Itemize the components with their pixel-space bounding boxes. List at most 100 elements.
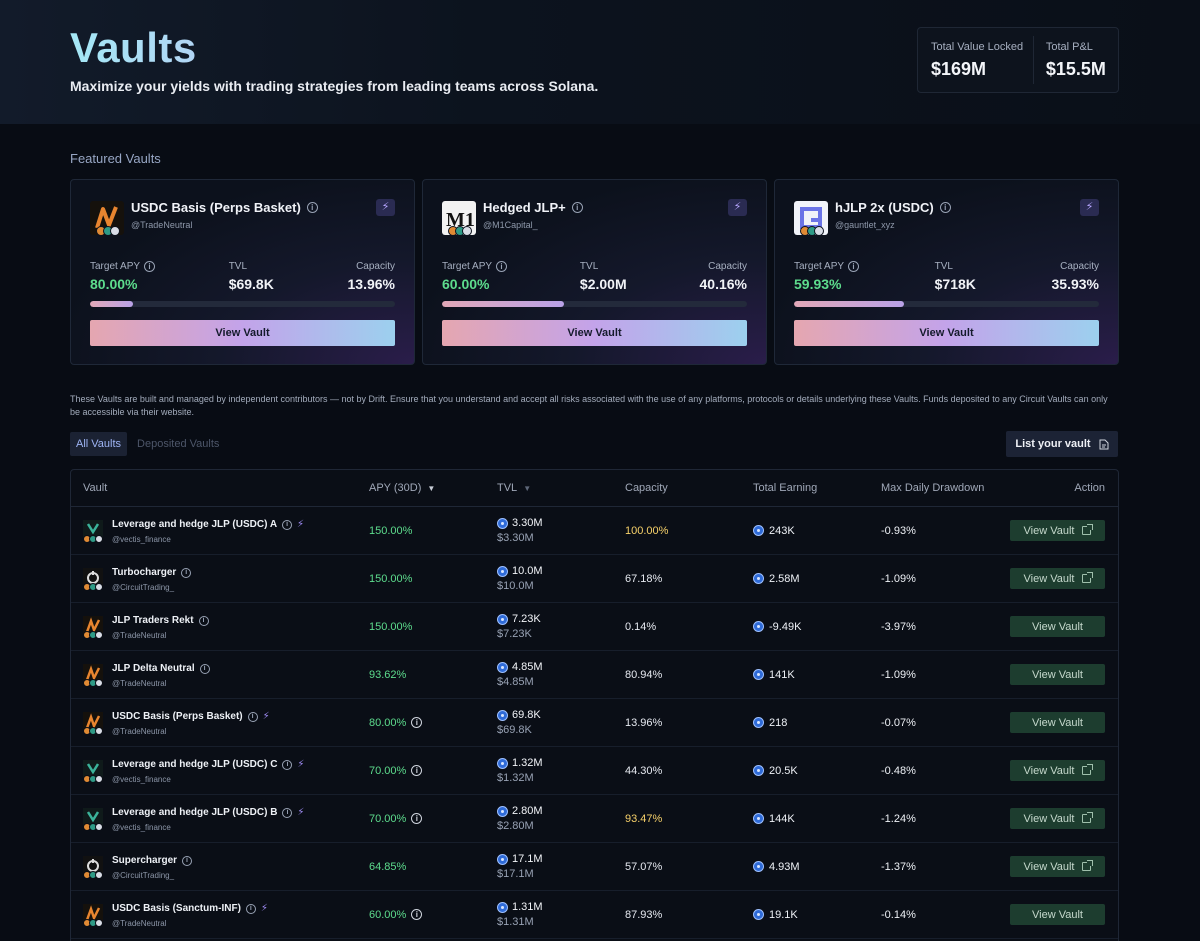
manager-avatars (83, 535, 103, 543)
tvl-usd: $7.23K (497, 628, 532, 640)
header-capacity: Capacity (625, 482, 668, 494)
view-vault-button[interactable]: View Vault (1010, 904, 1105, 925)
manager-avatars (83, 871, 103, 879)
vault-name[interactable]: Supercharger i (112, 855, 193, 866)
vault-handle[interactable]: @TradeNeutral (112, 631, 167, 640)
tvl-usd: $1.31M (497, 916, 534, 928)
tvl-usd: $4.85M (497, 676, 534, 688)
view-vault-button[interactable]: View Vault (1010, 616, 1105, 637)
table-row[interactable]: Turbocharger i @CircuitTrading_ 150.00% 10.0… (71, 555, 1118, 603)
bolt-icon: ⚡ (262, 711, 270, 722)
vault-handle[interactable]: @TradeNeutral (112, 919, 167, 928)
capacity-progress-bar (794, 301, 1099, 307)
info-icon[interactable]: i (306, 202, 318, 213)
vault-handle[interactable]: @vectis_finance (112, 823, 171, 832)
info-icon[interactable]: i (245, 903, 256, 914)
cell-capacity: 80.94% (625, 668, 663, 681)
view-vault-button[interactable]: View Vault (1010, 856, 1105, 877)
featured-card[interactable]: USDC Basis (Perps Basket) i @TradeNeutral… (70, 179, 415, 365)
cell-capacity: 87.93% (625, 908, 663, 921)
view-vault-button[interactable]: View Vault (1010, 520, 1105, 541)
tab-all-vaults[interactable]: All Vaults (70, 432, 128, 456)
card-vault-handle[interactable]: @gauntlet_xyz (835, 220, 895, 230)
table-row[interactable]: Supercharger i @CircuitTrading_ 64.85% 17.1M… (71, 843, 1118, 891)
vault-name[interactable]: USDC Basis (Perps Basket) i ⚡ (112, 711, 270, 722)
table-row[interactable]: USDC Basis (Sanctum-INF) i ⚡ @TradeNeutral 6… (71, 891, 1118, 939)
vault-handle[interactable]: @CircuitTrading_ (112, 583, 175, 592)
usdc-coin-icon (497, 805, 508, 817)
list-your-vault-button[interactable]: List your vault (1006, 431, 1118, 457)
info-icon[interactable]: i (247, 711, 258, 722)
vault-name[interactable]: JLP Delta Neutral i (112, 663, 210, 674)
info-icon[interactable]: i (496, 261, 508, 272)
featured-card[interactable]: hJLP 2x (USDC) i @gauntlet_xyz ⚡ Target A… (774, 179, 1119, 365)
vault-handle[interactable]: @TradeNeutral (112, 727, 167, 736)
view-vault-button[interactable]: View Vault (1010, 568, 1105, 589)
info-icon[interactable]: i (282, 519, 293, 530)
cell-apy: 64.85% (369, 860, 407, 873)
info-icon[interactable]: i (282, 759, 293, 770)
featured-card[interactable]: M1 Hedged JLP+ i @M1Capital_ ⚡ Target APY… (422, 179, 767, 365)
cell-earning: -9.49K (753, 621, 881, 633)
cell-action: View Vault (1009, 568, 1118, 589)
vault-handle[interactable]: @CircuitTrading_ (112, 871, 175, 880)
capacity-progress-bar (442, 301, 747, 307)
info-icon[interactable]: i (282, 807, 293, 818)
bolt-icon: ⚡ (297, 807, 305, 818)
info-icon[interactable]: i (181, 567, 192, 578)
cell-apy: 80.00% i (369, 717, 497, 729)
view-vault-button[interactable]: View Vault (1010, 712, 1105, 733)
vault-handle[interactable]: @vectis_finance (112, 535, 171, 544)
view-vault-button[interactable]: View Vault (1010, 760, 1105, 781)
vault-name[interactable]: JLP Traders Rekt i (112, 615, 209, 626)
cell-drawdown: -1.24% (881, 812, 916, 825)
cell-drawdown: -1.09% (881, 668, 916, 681)
header-tvl[interactable]: TVL ▼ (497, 482, 532, 494)
bolt-icon: ⚡ (297, 519, 305, 530)
stat-pnl: Total P&L $15.5M (1032, 36, 1118, 84)
cell-vault: JLP Delta Neutral i @TradeNeutral (71, 651, 369, 698)
info-icon[interactable]: i (411, 909, 423, 920)
vault-name[interactable]: Turbocharger i (112, 567, 192, 578)
usdc-coin-icon (753, 909, 764, 920)
table-row[interactable]: USDC Basis (Perps Basket) i ⚡ @TradeNeutral… (71, 699, 1118, 747)
view-vault-button[interactable]: View Vault (794, 320, 1099, 346)
tvl-usd: $10.0M (497, 580, 534, 592)
info-icon[interactable]: i (411, 813, 423, 824)
info-icon[interactable]: i (571, 202, 583, 213)
cell-apy: 70.00% i (369, 813, 497, 825)
info-icon[interactable]: i (939, 202, 951, 213)
cell-vault: Supercharger i @CircuitTrading_ (71, 843, 369, 890)
info-icon[interactable]: i (411, 765, 423, 776)
card-vault-handle[interactable]: @TradeNeutral (131, 220, 193, 230)
tab-deposited-vaults[interactable]: Deposited Vaults (137, 438, 220, 450)
document-icon (1099, 439, 1109, 449)
vault-handle[interactable]: @vectis_finance (112, 775, 171, 784)
cell-tvl: 3.30M $3.30M (497, 517, 625, 544)
info-icon[interactable]: i (198, 615, 209, 626)
card-vault-handle[interactable]: @M1Capital_ (483, 220, 538, 230)
vault-handle[interactable]: @TradeNeutral (112, 679, 167, 688)
info-icon[interactable]: i (199, 663, 210, 674)
header-drawdown: Max Daily Drawdown (881, 482, 985, 494)
info-icon[interactable]: i (848, 261, 860, 272)
view-vault-button[interactable]: View Vault (90, 320, 395, 346)
cell-tvl: 17.1M $17.1M (497, 853, 625, 880)
header-apy[interactable]: APY (30D) ▼ (369, 482, 436, 494)
view-vault-button[interactable]: View Vault (442, 320, 747, 346)
table-row[interactable]: JLP Delta Neutral i @TradeNeutral 93.62% 4.8… (71, 651, 1118, 699)
info-icon[interactable]: i (411, 717, 423, 728)
view-vault-button[interactable]: View Vault (1010, 808, 1105, 829)
info-icon[interactable]: i (144, 261, 156, 272)
info-icon[interactable]: i (182, 855, 193, 866)
view-vault-button[interactable]: View Vault (1010, 664, 1105, 685)
table-row[interactable]: JLP Traders Rekt i @TradeNeutral 150.00% 7.2… (71, 603, 1118, 651)
vault-name[interactable]: USDC Basis (Sanctum-INF) i ⚡ (112, 903, 268, 914)
cell-apy: 150.00% (369, 524, 413, 537)
